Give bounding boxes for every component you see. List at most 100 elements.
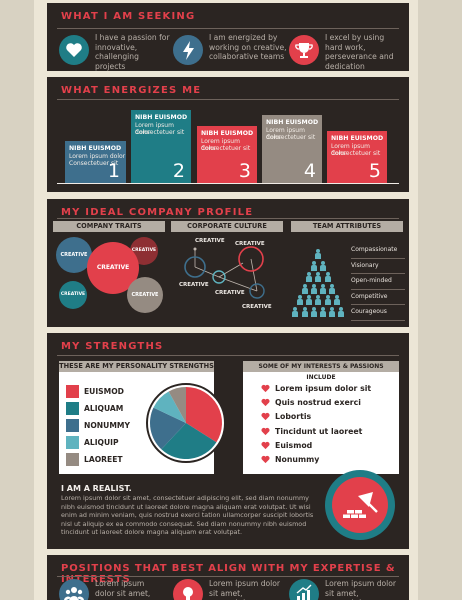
person-icon [324,272,331,282]
person-icon [320,283,326,294]
person-icon [324,295,331,305]
heart-icon [261,384,270,393]
strengths-title: MY STRENGTHS [61,341,164,352]
pie-slice [150,407,186,450]
person-icon [301,306,308,317]
legend-label: ALIQUAM [84,404,124,413]
energize-bar-line1: Lorem ipsum dolor [266,127,305,141]
person-icon [329,283,336,294]
culture-node [212,270,226,284]
energize-bar-number: 4 [303,160,316,182]
legend-swatch [66,453,79,466]
pie-slice [153,391,186,423]
culture-node [249,283,265,299]
culture-word: CREATIVE [215,290,245,296]
legend-label: LAOREET [84,455,123,464]
trait-word: CREATIVE [131,248,157,253]
legend-label: ALIQUIP [84,438,119,447]
energize-bar-title: NIBH EUISMOD [135,114,188,121]
team-attributes-list: Compassionate Visionary Open-minded Competi… [351,243,405,321]
corporate-culture-header: CORPORATE CULTURE [171,221,283,232]
person-icon [306,272,313,282]
lightbulb-icon [173,579,203,600]
team-attribute-label: Open-minded [351,277,392,284]
team-pyramid [291,249,349,323]
energizes-panel: WHAT ENERGIZES ME NIBH EUISMOD Lorem ipsu… [47,77,409,192]
energize-bar-line2: Consectetuer sit [135,129,185,136]
interest-label: Lorem ipsum dolor sit [275,383,372,393]
positions-panel: POSITIONS THAT BEST ALIGN WITH MY EXPERT… [47,555,409,600]
personality-header: THESE ARE MY PERSONALITY STRENGTHS [59,361,214,372]
team-attribute: Compassionate [351,243,405,259]
growth-chart-icon [289,579,319,600]
trowel-icon [325,470,395,540]
positions-divider [57,576,399,577]
realist-text: Lorem ipsum dolor sit amet, consectetuer… [61,494,314,537]
energizes-bar-chart: NIBH EUISMOD Lorem ipsum dolor Consectetue… [47,77,409,192]
energize-bar-number: 1 [107,160,120,182]
trait-word: CREATIVE [60,252,88,258]
pie-slice [168,387,186,423]
energize-bar-1: NIBH EUISMOD Lorem ipsum dolor Consectetue… [65,141,126,183]
positions-text-2: Lorem ipsum dolor sit amet, consectetuer [209,579,281,600]
team-attribute: Competitive [351,290,405,305]
pie-slice [186,387,222,443]
energize-bar-title: NIBH EUISMOD [331,135,384,142]
team-attributes-header: TEAM ATTRIBUTES [291,221,403,232]
seeking-item-3: I excel by using hard work, perseverance… [289,33,401,71]
heart-icon [261,398,270,407]
trait-word: CREATIVE [96,264,130,271]
trait-bubble: CREATIVE [59,281,87,309]
legend-item: ALIQUIP [66,434,130,451]
company-traits-header: COMPANY TRAITS [53,221,165,232]
person-icon [310,306,317,317]
person-icon [320,306,326,317]
interest-item: Tincidunt ut laoreet [261,424,395,438]
energize-bar-line1: Lorem ipsum dolor [69,153,126,160]
culture-word: CREATIVE [235,241,265,247]
strengths-panel: MY STRENGTHS THESE ARE MY PERSONALITY ST… [47,333,409,549]
legend-item: NONUMMY [66,417,130,434]
legend-swatch [66,385,79,398]
team-attribute: Courageous [351,305,405,321]
person-icon [297,295,303,305]
trait-bubble: CREATIVE [127,277,163,313]
seeking-text-3: I excel by using hard work, perseverance… [325,33,394,71]
energizes-divider [57,99,399,100]
person-icon [333,295,340,305]
corporate-culture-network [184,246,265,299]
person-icon [315,295,322,305]
person-icon [315,272,322,282]
interest-item: Lorem ipsum dolor sit [261,381,395,395]
culture-node [184,256,206,278]
legend-label: NONUMMY [84,421,130,430]
team-attribute-label: Competitive [351,292,388,300]
team-attribute-label: Visionary [351,261,379,269]
energize-bar-3: NIBH EUISMOD Lorem ipsum dolor Consectetue… [197,126,257,183]
energize-bar-4: NIBH EUISMOD Lorem ipsum dolor Consectetue… [262,115,322,183]
legend-label: EUISMOD [84,387,124,396]
pie-slice [161,423,217,459]
team-attribute-label: Courageous [351,308,387,315]
company-traits-bubbles: CREATIVE CREATIVE CREATIVE CREATIVE CREA… [47,199,171,327]
team-attribute: Open-minded [351,274,405,290]
legend-swatch [66,436,79,449]
energize-bar-line2: Consectetuer sit [331,150,381,157]
interest-label: Lobortis [275,412,312,422]
company-divider [57,218,399,219]
trait-word: CREATIVE [60,292,86,297]
energize-bar-title: NIBH EUISMOD [201,130,254,137]
team-attribute: Visionary [351,259,405,274]
company-title: MY IDEAL COMPANY PROFILE [61,207,254,218]
interests-box: SOME OF MY INTERESTS & PASSIONS INCLUDE … [243,361,399,474]
energize-bar-number: 2 [172,160,185,182]
person-icon [310,260,317,271]
bar-baseline [57,183,399,184]
heart-icon [261,441,270,450]
trait-bubble: CREATIVE [56,237,92,273]
realist-title: I AM A REALIST. [61,484,132,493]
seeking-item-2: I am energized by working on creative, c… [173,33,287,69]
energize-bar-2: NIBH EUISMOD Lorem ipsum dolor Consectetue… [131,110,191,183]
interests-list: Lorem ipsum dolor sit Quis nostrud exerci… [261,381,395,467]
interests-header: SOME OF MY INTERESTS & PASSIONS INCLUDE [243,361,399,381]
